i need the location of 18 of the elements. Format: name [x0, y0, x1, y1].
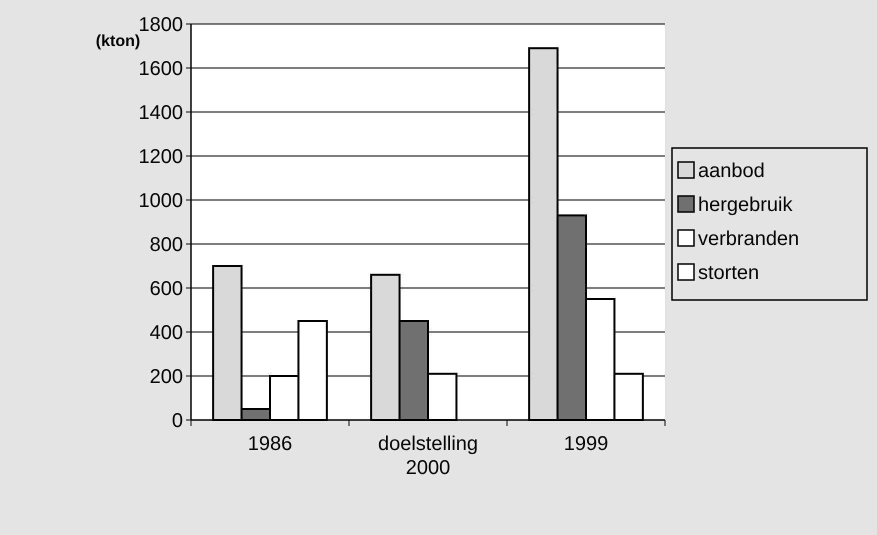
- y-tick-label: 1000: [138, 190, 183, 212]
- y-tick-label: 800: [150, 234, 183, 256]
- y-tick-label: 400: [150, 322, 183, 344]
- x-tick-label: doelstelling 2000: [378, 433, 478, 479]
- y-tick-label: 1600: [138, 58, 183, 80]
- legend-label: verbranden: [698, 228, 800, 250]
- y-axis-title: (kton): [96, 33, 140, 50]
- y-tick-label: 600: [150, 278, 183, 300]
- legend-label: storten: [698, 262, 760, 284]
- y-tick-label: 1200: [138, 146, 183, 168]
- legend-label: aanbod: [698, 160, 765, 182]
- x-tick-label: 1986: [248, 433, 292, 455]
- x-tick-label: 1999: [564, 433, 608, 455]
- y-tick-label: 200: [150, 366, 183, 388]
- legend-label: hergebruik: [698, 194, 794, 216]
- y-tick-label: 1800: [138, 14, 183, 36]
- y-tick-label: 1400: [138, 102, 183, 124]
- y-tick-label: 0: [172, 410, 183, 432]
